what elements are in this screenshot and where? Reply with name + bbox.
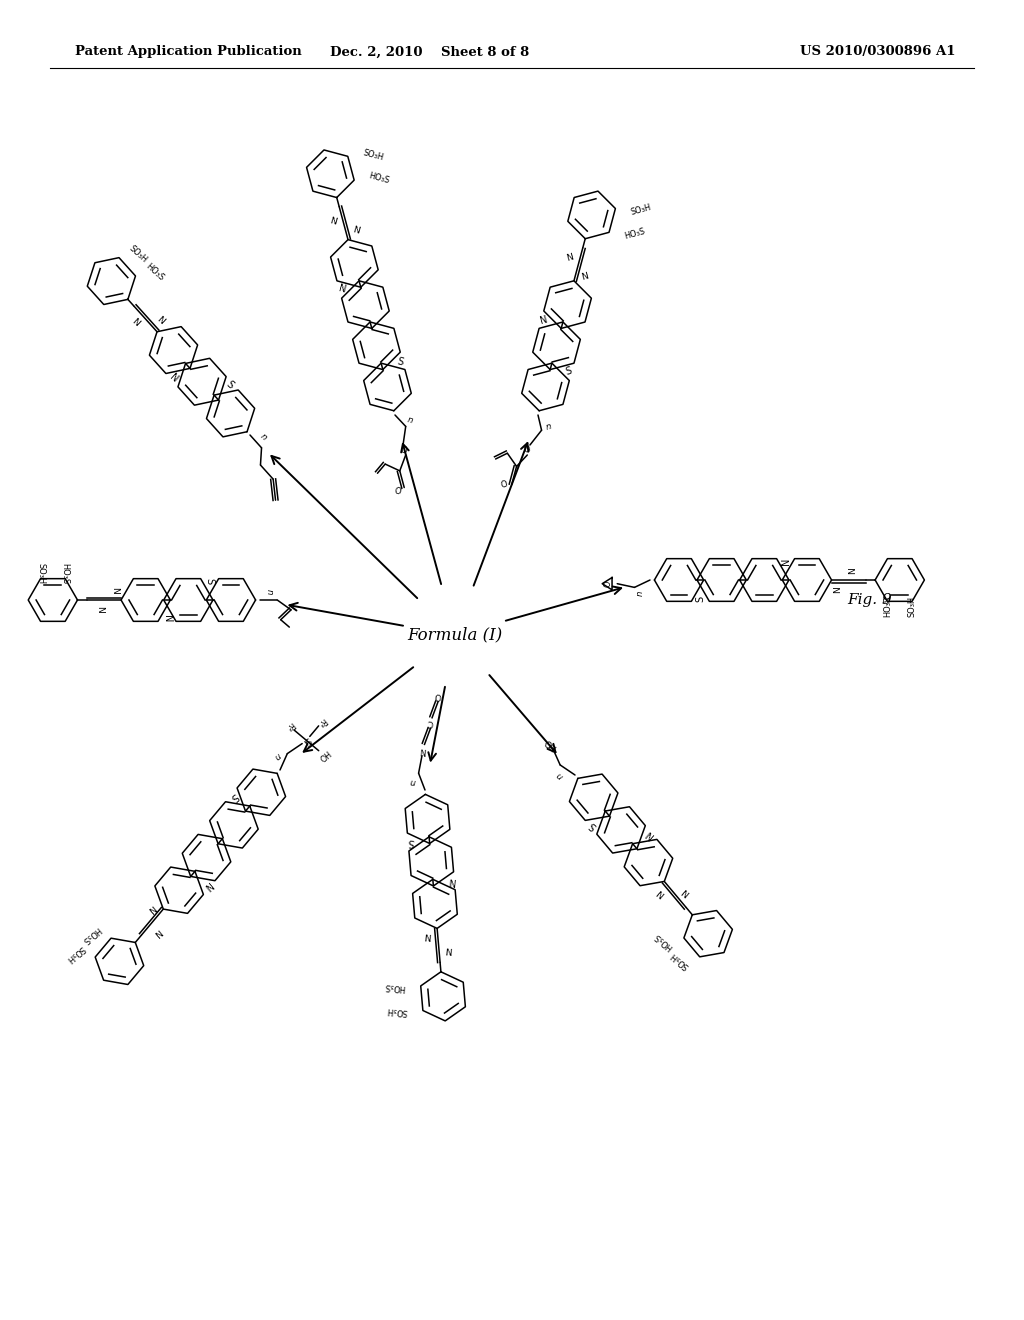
Text: N: N — [848, 566, 857, 573]
Text: SO₃H: SO₃H — [630, 203, 652, 216]
Text: N: N — [168, 372, 180, 384]
Text: N: N — [834, 586, 843, 593]
Text: R³: R³ — [315, 715, 329, 729]
Text: SO₃H: SO₃H — [65, 944, 86, 964]
Text: HO₃S: HO₃S — [60, 564, 70, 585]
Text: SO₃H: SO₃H — [36, 564, 45, 585]
Text: N: N — [655, 887, 667, 899]
Text: S: S — [564, 366, 573, 376]
Text: N: N — [445, 944, 453, 953]
Text: HO₃S: HO₃S — [653, 931, 675, 952]
Text: O: O — [603, 581, 612, 587]
Text: US 2010/0300896 A1: US 2010/0300896 A1 — [800, 45, 955, 58]
Text: SO₃H: SO₃H — [128, 244, 150, 264]
Text: n: n — [272, 750, 283, 760]
Text: n: n — [258, 432, 268, 442]
Text: N: N — [680, 886, 691, 898]
Text: n: n — [265, 589, 274, 594]
Text: N: N — [152, 927, 163, 937]
Text: SO₃H: SO₃H — [669, 950, 690, 970]
Text: O: O — [523, 445, 531, 455]
Text: SO₃H: SO₃H — [361, 148, 384, 162]
Text: Fig. 9: Fig. 9 — [848, 593, 892, 607]
Text: n: n — [410, 776, 416, 787]
Text: N: N — [146, 902, 157, 913]
Text: HO₃S: HO₃S — [368, 172, 391, 186]
Text: HO₃S: HO₃S — [883, 595, 892, 616]
Text: n: n — [407, 414, 414, 425]
Text: Formula (I): Formula (I) — [408, 627, 503, 644]
Text: O: O — [393, 486, 402, 496]
Text: Dec. 2, 2010    Sheet 8 of 8: Dec. 2, 2010 Sheet 8 of 8 — [331, 45, 529, 58]
Text: S: S — [408, 837, 415, 847]
Text: O: O — [398, 445, 408, 455]
Text: HO: HO — [543, 737, 558, 751]
Text: N: N — [130, 317, 141, 329]
Text: S: S — [395, 356, 404, 367]
Text: SO₃H: SO₃H — [386, 1006, 408, 1016]
Text: N: N — [111, 587, 119, 594]
Text: R²: R² — [284, 719, 296, 733]
Text: N: N — [329, 216, 337, 227]
Text: S: S — [224, 379, 236, 391]
Text: N: N — [540, 314, 549, 326]
Text: N: N — [162, 615, 172, 622]
Text: Patent Application Publication: Patent Application Publication — [75, 45, 302, 58]
Text: S: S — [695, 595, 706, 602]
Text: HO₃S: HO₃S — [384, 981, 406, 991]
Text: HO₃S: HO₃S — [623, 227, 646, 240]
Text: N: N — [201, 879, 213, 892]
Text: S: S — [588, 820, 599, 832]
Text: HO: HO — [315, 747, 331, 762]
Text: N: N — [581, 272, 590, 282]
Text: n: n — [636, 591, 645, 597]
Text: N: N — [424, 931, 431, 940]
Text: n: n — [555, 770, 565, 780]
Text: N: N — [565, 252, 574, 263]
Text: N: N — [351, 226, 360, 236]
Text: N: N — [95, 606, 104, 614]
Text: N: N — [337, 282, 347, 294]
Text: N: N — [155, 314, 166, 326]
Text: n: n — [545, 422, 553, 432]
Text: Si: Si — [301, 734, 312, 746]
Text: N: N — [780, 558, 791, 565]
Text: C: C — [427, 717, 433, 727]
Text: HO₃S: HO₃S — [144, 263, 166, 282]
Text: S: S — [228, 791, 239, 803]
Text: O: O — [434, 690, 441, 700]
Text: N: N — [447, 875, 456, 886]
Text: S: S — [205, 578, 215, 585]
Text: N: N — [643, 828, 655, 841]
Text: HO₃S: HO₃S — [80, 925, 102, 945]
Text: SO₃H: SO₃H — [907, 595, 916, 616]
Text: O: O — [500, 479, 509, 490]
Text: N: N — [419, 746, 426, 755]
